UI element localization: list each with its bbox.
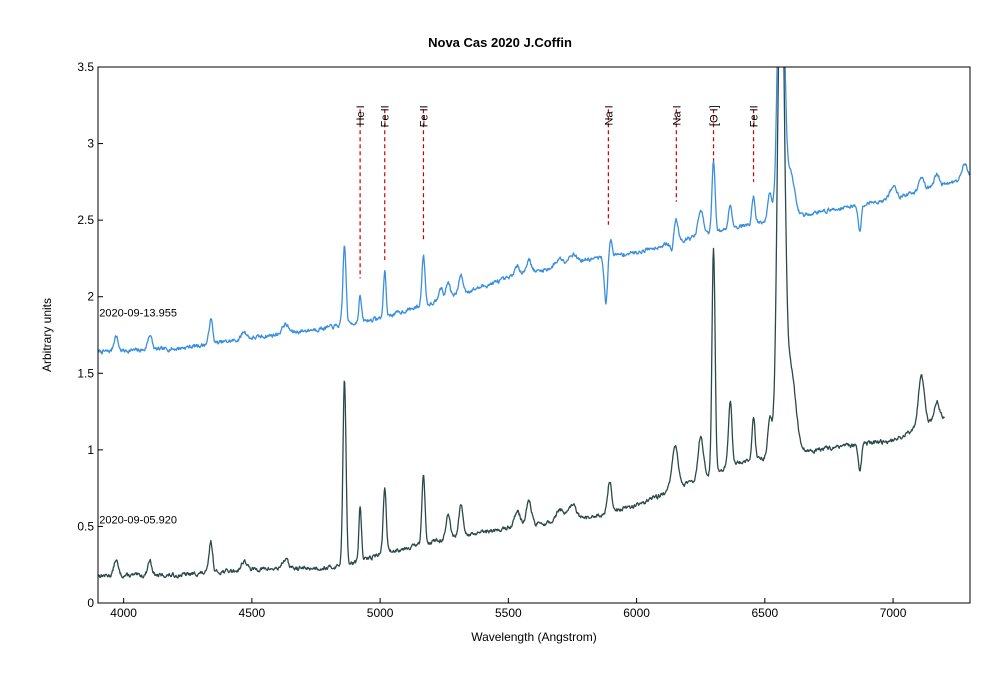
- x-tick-label: 5000: [367, 606, 394, 620]
- series-line: [98, 67, 945, 579]
- y-tick-label: 1: [87, 443, 94, 457]
- y-tick-label: 3: [87, 137, 94, 151]
- annotation-label: [O I]: [709, 105, 721, 126]
- annotation-label: Na I: [671, 105, 683, 125]
- y-tick-label: 2.5: [77, 213, 94, 227]
- x-tick-label: 5500: [495, 606, 522, 620]
- y-tick-label: 2: [87, 290, 94, 304]
- annotation-label: He I: [355, 105, 367, 125]
- plot-frame: [97, 66, 971, 604]
- x-tick-label: 6500: [751, 606, 778, 620]
- y-tick-label: 1.5: [77, 366, 94, 380]
- y-tick-label: 0.5: [77, 519, 94, 533]
- annotation-label: Fe II: [749, 105, 761, 127]
- y-tick-label: 0: [87, 596, 94, 610]
- series-layer: [98, 67, 970, 579]
- x-tick-label: 4500: [239, 606, 266, 620]
- series-label: 2020-09-05.920: [99, 514, 177, 526]
- x-tick-label: 7000: [880, 606, 907, 620]
- series-labels: 2020-09-13.955 2020-09-05.920: [99, 308, 177, 527]
- annotation-label: Fe II: [418, 105, 430, 127]
- x-tick-label: 6000: [623, 606, 650, 620]
- annotation-label: Fe II: [380, 105, 392, 127]
- x-axis-label: Wavelength (Angstrom): [471, 630, 597, 644]
- y-axis: 0 0.5 1 1.5 2 2.5 3 3.5: [77, 60, 103, 610]
- x-tick-label: 4000: [110, 606, 137, 620]
- annotation-label: Na I: [603, 105, 615, 125]
- y-axis-label: Arbitrary units: [40, 298, 54, 372]
- x-axis: 4000 4500 5000 5500 6000 6500 7000: [110, 598, 907, 620]
- line-annotations: He I Fe II Fe II Na I Na I [O I] Fe II: [355, 105, 761, 279]
- y-tick-label: 3.5: [77, 60, 94, 74]
- series-line: [98, 67, 970, 355]
- series-label: 2020-09-13.955: [99, 308, 177, 320]
- chart-title: Nova Cas 2020 J.Coffin: [428, 35, 572, 50]
